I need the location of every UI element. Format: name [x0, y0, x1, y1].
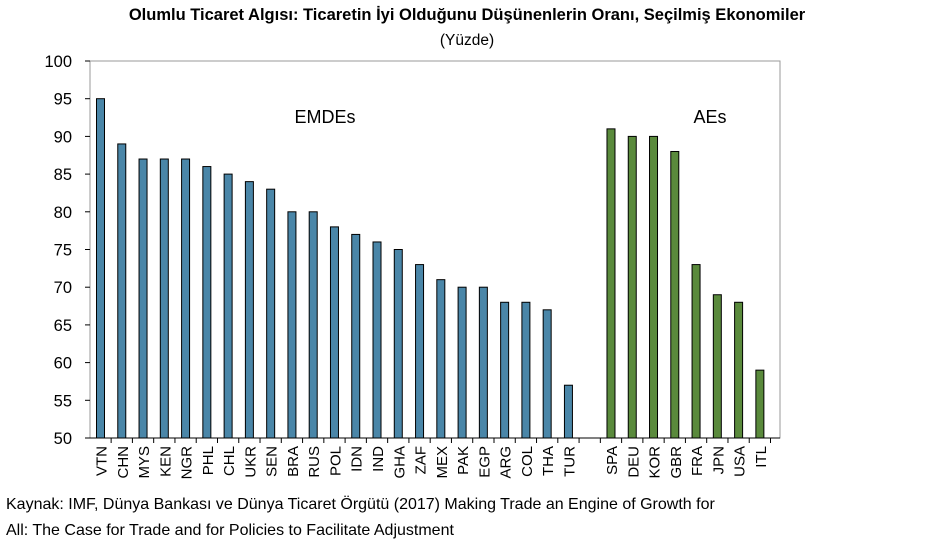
bar-gbr — [670, 150, 680, 439]
y-tick-label: 75 — [54, 242, 72, 260]
bar-usa — [734, 301, 744, 439]
group-annotation-emdes: EMDEs — [294, 107, 355, 127]
y-tick-label: 85 — [54, 166, 72, 184]
y-tick-label: 80 — [54, 204, 72, 222]
chart-title: Olumlu Ticaret Algısı: Ticaretin İyi Old… — [128, 6, 806, 24]
bar-itl — [755, 369, 765, 439]
bar-zaf — [415, 264, 425, 439]
bar-tha — [542, 309, 552, 439]
bar-sen — [266, 188, 276, 439]
x-tick-label-tha: THA — [540, 446, 557, 476]
bar-ken — [159, 158, 169, 439]
x-tick-label-sen: SEN — [264, 446, 281, 477]
x-tick-label-mex: MEX — [434, 446, 451, 479]
bar-ukr — [244, 181, 254, 439]
x-tick-label-gbr: GBR — [668, 446, 685, 479]
x-tick-label-ind: IND — [370, 446, 387, 472]
bar-bra — [287, 211, 297, 439]
y-tick-label: 50 — [54, 430, 72, 448]
x-tick-label-spa: SPA — [604, 446, 621, 475]
x-tick-label-zaf: ZAF — [413, 446, 430, 474]
x-tick-label-rus: RUS — [306, 446, 323, 478]
bar-chn — [117, 143, 127, 439]
bar-mex — [436, 279, 446, 439]
bar-phl — [202, 166, 212, 439]
x-tick-label-ngr: NGR — [179, 446, 196, 480]
x-tick-label-pak: PAK — [455, 446, 472, 475]
bar-chart: 50 55 60 65 70 75 80 85 90 95 100 VTN CHN MYS KEN NGR PH… — [44, 53, 781, 480]
bar-jpn — [712, 294, 722, 439]
x-tick-label-mys: MYS — [136, 446, 153, 479]
bar-ngr — [181, 158, 191, 439]
bar-pak — [457, 286, 467, 439]
x-tick-label-bra: BRA — [285, 446, 302, 477]
x-tick-label-chl: CHL — [221, 446, 238, 476]
x-tick-label-itl: ITL — [753, 446, 770, 468]
bar-arg — [500, 301, 510, 439]
source-line-2: All: The Case for Trade and for Policies… — [6, 522, 454, 539]
bar-mys — [138, 158, 148, 439]
source-note: Kaynak: IMF, Dünya Bankası ve Dünya Tica… — [6, 492, 931, 544]
x-tick-label-fra: FRA — [689, 446, 706, 476]
bar-rus — [308, 211, 318, 439]
chart-subtitle: (Yüzde) — [439, 32, 495, 49]
y-tick-label: 70 — [54, 279, 72, 297]
bar-ind — [372, 241, 382, 439]
x-tick-label-egp: EGP — [476, 446, 493, 478]
y-tick-label: 95 — [54, 91, 72, 109]
bar-vtn — [96, 98, 105, 439]
x-tick-label-arg: ARG — [498, 446, 515, 479]
y-tick-label: 55 — [54, 392, 72, 410]
bar-kor — [649, 135, 659, 439]
source-line-1: Kaynak: IMF, Dünya Bankası ve Dünya Tica… — [6, 496, 715, 513]
y-tick-label: 60 — [54, 355, 72, 373]
bar-egp — [478, 286, 488, 439]
x-tick-label-pol: POL — [327, 446, 344, 476]
x-tick-label-chn: CHN — [115, 446, 132, 479]
x-tick-label-col: COL — [519, 446, 536, 477]
x-tick-label-idn: IDN — [349, 446, 366, 472]
bar-fra — [691, 264, 701, 439]
bar-chl — [223, 173, 233, 439]
bar-deu — [627, 135, 637, 439]
x-tick-label-vtn: VTN — [94, 446, 111, 476]
bar-spa — [606, 128, 616, 439]
bar-idn — [351, 233, 361, 439]
y-tick-label: 65 — [54, 317, 72, 335]
y-tick-label: 100 — [44, 53, 72, 71]
bar-tur — [563, 384, 573, 439]
x-tick-label-deu: DEU — [625, 446, 642, 478]
x-tick-label-ukr: UKR — [242, 446, 259, 478]
group-annotation-aes: AEs — [693, 107, 726, 127]
bar-gha — [393, 249, 403, 439]
x-tick-label-ken: KEN — [157, 446, 174, 477]
bar-col — [521, 301, 531, 439]
x-tick-label-kor: KOR — [647, 446, 664, 479]
x-tick-label-usa: USA — [732, 446, 749, 477]
x-tick-label-jpn: JPN — [710, 446, 727, 474]
bar-pol — [329, 226, 339, 439]
x-tick-label-gha: GHA — [391, 446, 408, 479]
x-tick-label-phl: PHL — [200, 446, 217, 475]
y-tick-label: 90 — [54, 128, 72, 146]
x-tick-label-tur: TUR — [561, 446, 578, 477]
